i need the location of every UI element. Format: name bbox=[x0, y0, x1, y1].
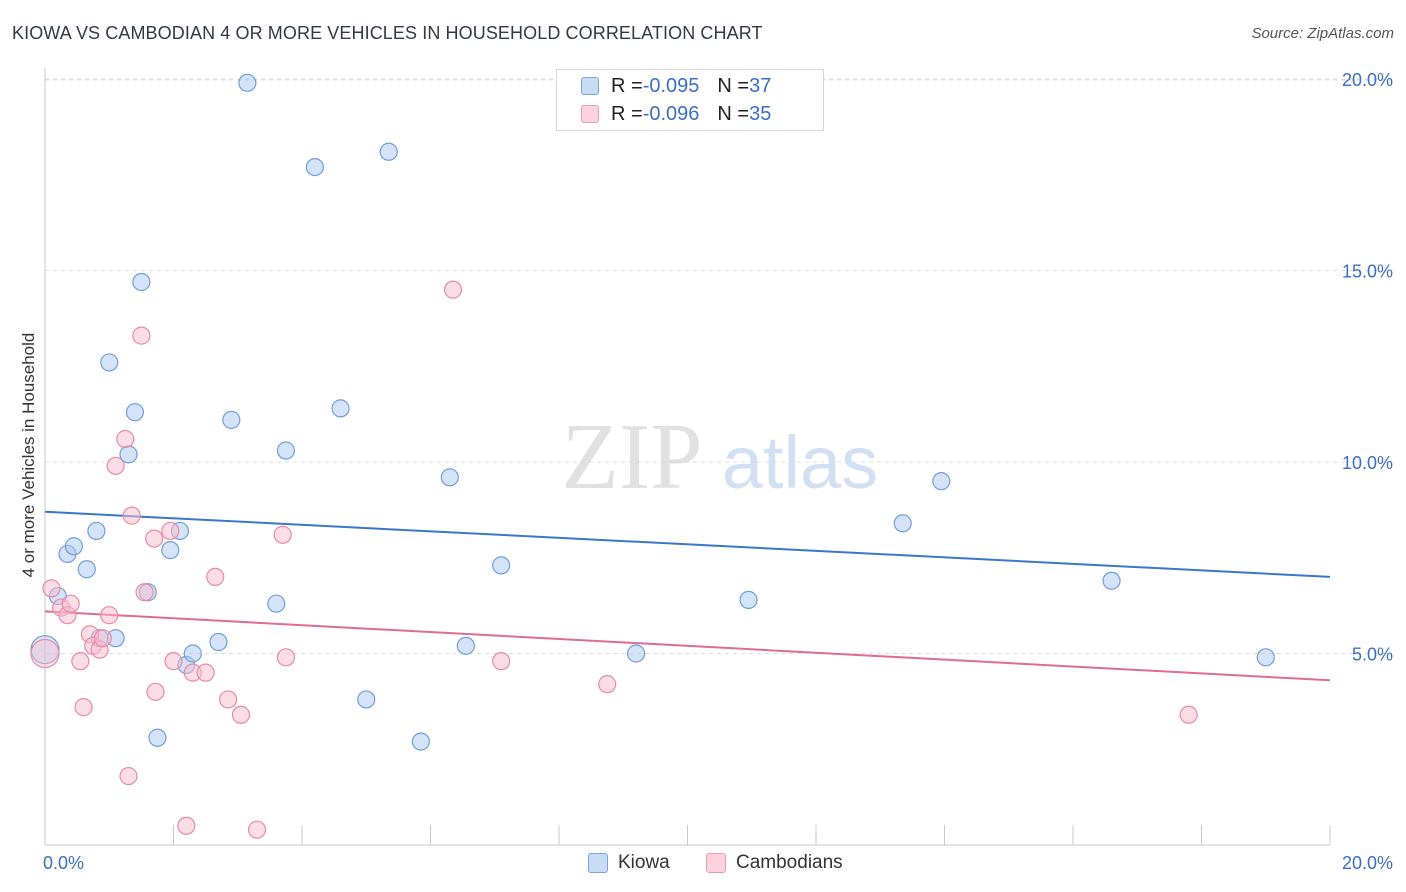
cambodians-point-23 bbox=[196, 663, 215, 682]
cambodians-point-4 bbox=[61, 594, 80, 613]
chart-title: KIOWA VS CAMBODIAN 4 OR MORE VEHICLES IN… bbox=[12, 23, 763, 43]
cambodians-point-12 bbox=[106, 456, 125, 475]
cambodians-point-14 bbox=[119, 766, 138, 786]
kiowa-point-31 bbox=[626, 644, 646, 663]
kiowa-point-32 bbox=[739, 590, 758, 609]
gridlines bbox=[45, 78, 1392, 654]
kiowa-point-28 bbox=[440, 468, 459, 487]
cambodians-point-27 bbox=[231, 705, 251, 724]
watermark-atlas: atlas bbox=[722, 421, 878, 504]
y-tick-label-3: 20.0% bbox=[1342, 70, 1393, 90]
x-tick-label-1: 20.0% bbox=[1342, 853, 1393, 873]
kiowa-point-33 bbox=[893, 514, 912, 533]
cambodians-point-26 bbox=[219, 690, 238, 709]
trend-lines bbox=[44, 510, 1331, 682]
cambodians-point-33 bbox=[598, 675, 617, 694]
kiowa-point-30 bbox=[492, 556, 511, 575]
kiowa-point-14 bbox=[161, 540, 180, 560]
cambodians-point-10 bbox=[93, 629, 112, 648]
legend-row-kiowa: R = -0.095 N = 37 bbox=[581, 73, 771, 99]
cambodians-r-value: -0.096 bbox=[642, 102, 700, 125]
kiowa-swatch bbox=[581, 77, 599, 95]
cambodians-point-25 bbox=[206, 567, 225, 587]
cambodians-point-1 bbox=[42, 579, 61, 598]
series-legend: Kiowa Cambodians bbox=[0, 852, 1406, 876]
kiowa-point-13 bbox=[148, 728, 167, 747]
kiowa-point-3 bbox=[64, 537, 84, 556]
cambodians-point-17 bbox=[135, 583, 154, 602]
y-tick-label-1: 10.0% bbox=[1342, 453, 1393, 473]
watermark: ZIP atlas bbox=[562, 405, 879, 509]
kiowa-point-22 bbox=[276, 441, 296, 460]
watermark-zip: ZIP bbox=[562, 405, 703, 509]
cambodians-point-34 bbox=[1179, 705, 1198, 724]
kiowa-point-34 bbox=[932, 472, 951, 491]
kiowa-point-5 bbox=[87, 521, 106, 541]
cambodians-point-18 bbox=[145, 529, 164, 548]
legend-item-kiowa[interactable]: Kiowa bbox=[588, 852, 670, 874]
legend-item-cambodians[interactable]: Cambodians bbox=[706, 852, 843, 874]
x-tick-label-0: 0.0% bbox=[43, 853, 84, 873]
kiowa-point-18 bbox=[209, 632, 228, 652]
kiowa-point-17 bbox=[183, 644, 202, 663]
kiowa-point-4 bbox=[77, 560, 96, 579]
y-tick-label-0: 5.0% bbox=[1352, 645, 1393, 665]
tick-labels: 5.0% 10.0% 15.0% 20.0% 0.0% 20.0% bbox=[43, 70, 1393, 873]
cambodians-swatch bbox=[581, 105, 599, 123]
cambodians-point-20 bbox=[161, 521, 180, 541]
kiowa-point-10 bbox=[125, 403, 145, 422]
cambodians-point-11 bbox=[100, 606, 119, 625]
kiowa-point-27 bbox=[411, 732, 430, 751]
r-label: R = bbox=[611, 74, 643, 97]
kiowa-legend-swatch bbox=[588, 853, 608, 873]
n-label: N = bbox=[717, 102, 750, 125]
r-label: R = bbox=[611, 102, 643, 125]
cambodians-point-6 bbox=[74, 698, 93, 717]
cambodians-point-19 bbox=[146, 682, 165, 701]
cambodians-point-21 bbox=[164, 652, 183, 671]
cambodians-point-28 bbox=[247, 820, 267, 839]
kiowa-point-23 bbox=[305, 157, 324, 177]
cambodians-point-0 bbox=[30, 638, 60, 669]
n-label: N = bbox=[717, 74, 750, 97]
cambodians-point-31 bbox=[443, 280, 463, 299]
kiowa-point-24 bbox=[331, 399, 350, 418]
kiowa-point-8 bbox=[100, 353, 119, 372]
kiowa-point-20 bbox=[238, 73, 257, 92]
cambodians-point-15 bbox=[122, 506, 141, 525]
cambodians-n-value: 35 bbox=[749, 102, 772, 125]
data-points bbox=[30, 73, 1275, 839]
cambodians-point-13 bbox=[116, 429, 135, 449]
kiowa-point-21 bbox=[267, 594, 286, 613]
cambodians-legend-swatch bbox=[706, 853, 726, 873]
y-tick-label-2: 15.0% bbox=[1342, 262, 1393, 282]
cambodians-point-5 bbox=[71, 652, 90, 671]
y-axis-label: 4 or more Vehicles in Household bbox=[19, 333, 38, 578]
stats-legend: R = -0.095 N = 37 R = -0.096 N = 35 bbox=[556, 69, 824, 131]
axes bbox=[44, 68, 1331, 846]
kiowa-point-29 bbox=[456, 636, 475, 655]
kiowa-n-value: 37 bbox=[749, 74, 772, 97]
kiowa-legend-label: Kiowa bbox=[618, 852, 670, 873]
kiowa-point-19 bbox=[222, 410, 241, 429]
kiowa-point-35 bbox=[1102, 571, 1121, 590]
cambodians-legend-label: Cambodians bbox=[736, 852, 843, 873]
cambodians-point-30 bbox=[276, 648, 296, 667]
kiowa-point-11 bbox=[132, 272, 151, 292]
cambodians-trend-line bbox=[44, 610, 1331, 682]
cambodians-point-29 bbox=[273, 525, 292, 544]
cambodians-point-24 bbox=[177, 816, 196, 835]
legend-row-cambodians: R = -0.096 N = 35 bbox=[581, 101, 771, 127]
source-label: Source: ZipAtlas.com bbox=[1251, 25, 1394, 42]
kiowa-point-25 bbox=[357, 690, 376, 709]
cambodians-point-32 bbox=[492, 652, 511, 671]
kiowa-trend-line bbox=[44, 510, 1331, 578]
kiowa-r-value: -0.095 bbox=[642, 74, 700, 97]
kiowa-point-26 bbox=[379, 142, 398, 161]
cambodians-point-16 bbox=[132, 326, 151, 345]
kiowa-point-36 bbox=[1256, 648, 1275, 667]
